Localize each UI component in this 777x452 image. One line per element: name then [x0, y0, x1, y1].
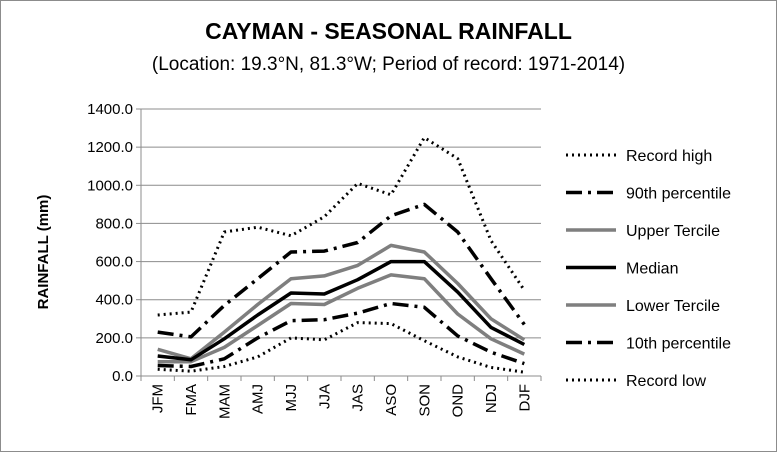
y-tick-label: 1200.0 [87, 139, 133, 156]
y-tick-labels: 0.0 200.0 400.0 600.0 800.0 1000.0 1200.0 1400.… [87, 101, 133, 385]
legend-label: 10th percentile [626, 336, 731, 353]
legend-entry: Record high [566, 148, 712, 165]
x-tick-label: OND [450, 384, 467, 418]
legend-entry: Record low [566, 373, 706, 390]
legend-label: Median [626, 261, 678, 278]
chart-title: CAYMAN - SEASONAL RAINFALL [205, 18, 572, 44]
y-tick-label: 0.0 [112, 368, 133, 385]
legend-label: Upper Tercile [626, 223, 720, 240]
series-line-record-low [157, 321, 525, 374]
x-tick-label: JFM [150, 384, 167, 413]
series-lines [157, 136, 526, 374]
y-tick-label: 1400.0 [87, 101, 133, 118]
x-tick-label: NDJ [483, 384, 500, 413]
legend-entry: Upper Tercile [566, 223, 720, 240]
legend-label: Record low [626, 373, 706, 390]
x-tick-labels: JFM FMA MAM AMJ MJJ JJA JAS ASO SON OND NDJ DJF [150, 384, 534, 419]
x-tick-label: AMJ [250, 384, 267, 414]
axes [136, 108, 542, 381]
x-tick-label: ASO [383, 384, 400, 416]
legend-label: Lower Tercile [626, 298, 720, 315]
x-tick-label: SON [416, 384, 433, 417]
legend-entry: Lower Tercile [566, 298, 720, 315]
legend-entry: 10th percentile [566, 336, 731, 353]
chart-subtitle: (Location: 19.3°N, 81.3°W; Period of rec… [151, 54, 626, 75]
y-tick-label: 400.0 [95, 292, 133, 309]
legend-entry: Median [566, 261, 678, 278]
legend: Record high 90th percentile Upper Tercile M… [566, 148, 731, 390]
y-tick-label: 800.0 [95, 215, 133, 232]
x-tick-label: MAM [216, 384, 233, 419]
series-line-upper-tercile [157, 243, 526, 361]
series-line-90th-percentile [157, 202, 526, 339]
x-tick-label: FMA [183, 384, 200, 416]
y-tick-label: 200.0 [95, 330, 133, 347]
series-line-lower-tercile [157, 273, 526, 364]
x-tick-label: DJF [516, 384, 533, 412]
y-tick-label: 1000.0 [87, 177, 133, 194]
y-axis-label: RAINFALL (mm) [35, 195, 52, 310]
series-line-median [157, 259, 526, 362]
y-tick-label: 600.0 [95, 254, 133, 271]
legend-entry: 90th percentile [566, 186, 731, 203]
legend-label: 90th percentile [626, 186, 731, 203]
legend-label: Record high [626, 148, 712, 165]
grid-lines [141, 108, 541, 339]
series-line-10th-percentile [157, 301, 525, 369]
x-tick-label: JJA [316, 384, 333, 409]
x-tick-label: JAS [350, 384, 367, 412]
x-tick-label: MJJ [283, 384, 300, 412]
